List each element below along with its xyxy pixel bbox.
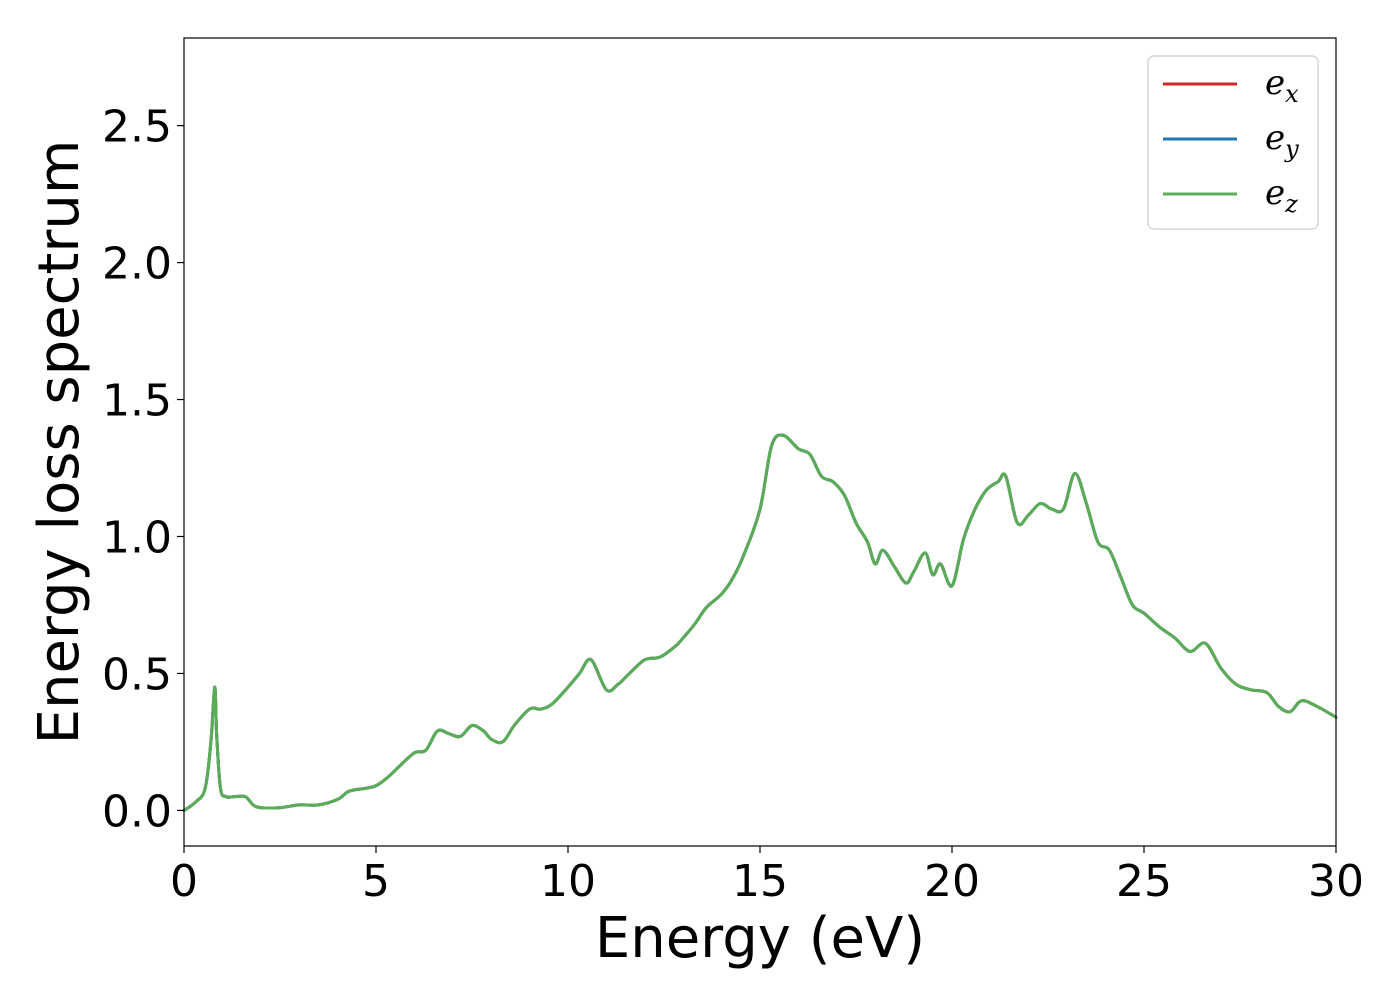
legend-label-y: ey [1265, 118, 1299, 163]
y-axis-label: Energy loss spectrum [27, 140, 92, 745]
y-tick-label: 0.5 [102, 649, 172, 700]
x-tick-label: 0 [170, 856, 198, 907]
y-tick-label: 1.5 [102, 376, 172, 427]
series-line-z [182, 433, 1338, 812]
y-tick-label: 1.0 [102, 512, 172, 563]
series-layer [182, 433, 1338, 812]
legend-label-z: ez [1265, 173, 1298, 218]
y-tick-label: 2.0 [102, 239, 172, 290]
legend: ex ey ez [1147, 55, 1319, 230]
x-axis-ticks: 0 5 10 15 20 25 30 [170, 846, 1364, 907]
legend-entries: ex ey ez [1163, 63, 1299, 218]
legend-label-x: ex [1265, 63, 1299, 108]
y-tick-label: 2.5 [102, 102, 172, 153]
x-tick-label: 20 [924, 856, 980, 907]
y-axis-ticks: 0.0 0.5 1.0 1.5 2.0 2.5 [102, 102, 184, 837]
y-tick-label: 0.0 [102, 786, 172, 837]
x-tick-label: 25 [1116, 856, 1172, 907]
x-axis-label: Energy (eV) [595, 906, 925, 971]
x-tick-label: 10 [540, 856, 596, 907]
x-tick-label: 5 [362, 856, 390, 907]
legend-box [1147, 55, 1319, 230]
x-tick-label: 30 [1308, 856, 1364, 907]
x-tick-label: 15 [732, 856, 788, 907]
